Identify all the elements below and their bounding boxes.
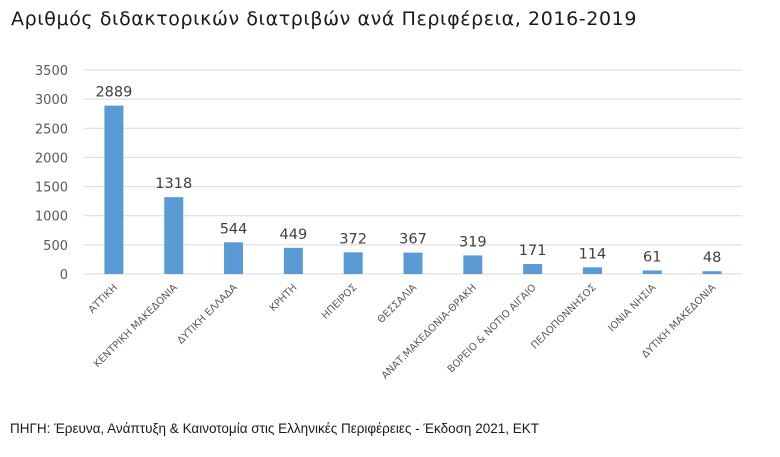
value-label: 171: [519, 243, 547, 259]
bar: [104, 105, 124, 274]
category-label: ΑΤΤΙΚΗ: [87, 282, 120, 315]
value-label: 61: [643, 249, 661, 265]
y-tick-label: 3000: [35, 93, 68, 108]
y-axis-ticks: 0 500 1000 1500 2000 2500 3000 3500: [35, 64, 68, 283]
chart-title: Αριθμός διδακτορικών διατριβών ανά Περιφ…: [11, 8, 638, 30]
bar: [463, 255, 483, 274]
bar: [164, 197, 184, 274]
y-tick-label: 1000: [35, 210, 68, 225]
category-label: ΠΕΛΟΠΟΝΝΗΣΟΣ: [529, 282, 598, 351]
bar: [403, 252, 423, 274]
value-label: 449: [280, 227, 308, 243]
category-label: ΗΠΕΙΡΟΣ: [320, 282, 359, 321]
y-tick-label: 0: [60, 268, 68, 283]
y-tick-label: 2000: [35, 151, 68, 166]
category-label: ΔΥΤΙΚΗ ΕΛΛΑΔΑ: [175, 282, 239, 346]
bar: [343, 252, 363, 274]
source-note: ΠΗΓΗ: Έρευνα, Ανάπτυξη & Καινοτομία στις…: [10, 421, 539, 436]
bar: [523, 264, 543, 274]
category-label: ΚΡΗΤΗ: [268, 282, 300, 314]
category-label: ΘΕΣΣΑΛΙΑ: [376, 282, 419, 325]
value-label: 544: [220, 221, 248, 237]
category-label: ΙΟΝΙΑ ΝΗΣΙΑ: [606, 282, 658, 334]
y-tick-label: 1500: [35, 181, 68, 196]
bar: [582, 267, 602, 274]
value-label: 114: [579, 246, 607, 262]
y-tick-label: 500: [43, 239, 68, 254]
bars: [104, 105, 722, 274]
value-label: 48: [703, 250, 721, 266]
bar: [283, 247, 303, 274]
value-label: 367: [399, 232, 427, 248]
data-labels: 2889 1318 544 449 372 367 319 171 114 61 48: [95, 85, 721, 267]
bar: [642, 270, 662, 274]
value-label: 319: [459, 234, 487, 250]
y-tick-label: 2500: [35, 122, 68, 137]
bar: [702, 271, 722, 274]
y-tick-label: 3500: [35, 64, 68, 79]
value-label: 372: [339, 231, 367, 247]
value-label: 1318: [155, 176, 192, 192]
bar: [224, 242, 244, 274]
value-label: 2889: [95, 85, 132, 101]
category-label: ΑΝΑΤ.ΜΑΚΕΔΟΝΙΑ-ΘΡΑΚΗ: [380, 282, 479, 381]
